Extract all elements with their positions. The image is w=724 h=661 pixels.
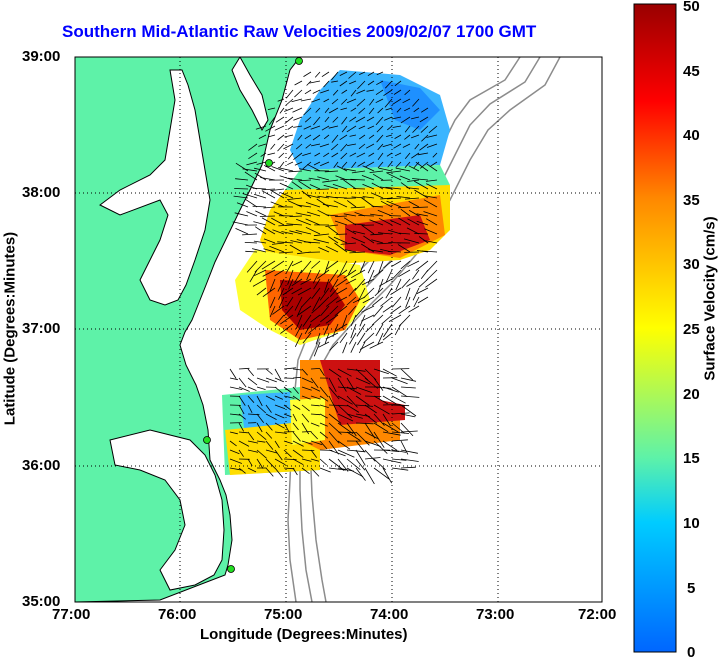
y-tick-label: 36:00	[22, 457, 60, 474]
radar-site	[266, 160, 273, 167]
x-tick-label: 75:00	[264, 606, 302, 623]
colorbar-tick: 35	[683, 192, 700, 209]
x-tick-label: 76:00	[158, 606, 196, 623]
velocity-arrow	[388, 252, 401, 253]
velocity-arrow	[302, 432, 312, 433]
x-tick-label: 74:00	[370, 606, 408, 623]
colorbar-tick: 50	[683, 0, 700, 15]
y-tick-label: 39:00	[22, 48, 60, 65]
colorbar-tick: 5	[687, 580, 695, 597]
radar-site	[204, 437, 211, 444]
radar-site	[296, 58, 303, 65]
colorbar-label: Surface Velocity (cm/s)	[702, 189, 719, 409]
velocity-arrow	[260, 216, 275, 217]
y-tick-label: 38:00	[22, 184, 60, 201]
colorbar-tick: 15	[683, 450, 700, 467]
velocity-arrow	[353, 189, 365, 190]
colorbar	[634, 4, 676, 652]
y-tick-label: 35:00	[22, 593, 60, 610]
map-title: Southern Mid-Atlantic Raw Velocities 200…	[62, 22, 632, 42]
velocity-arrow	[234, 189, 248, 190]
colorbar-tick: 0	[687, 644, 695, 661]
colorbar-tick: 10	[683, 515, 700, 532]
x-axis-label: Longitude (Degrees:Minutes)	[200, 626, 408, 643]
x-tick-label: 72:00	[578, 606, 616, 623]
y-tick-label: 37:00	[22, 320, 60, 337]
velocity-arrow	[316, 189, 329, 190]
x-tick-label: 73:00	[476, 606, 514, 623]
y-axis-label: Latitude (Degrees:Minutes)	[2, 229, 19, 429]
velocity-arrow	[336, 234, 347, 235]
radar-site	[228, 566, 235, 573]
colorbar-tick: 30	[683, 256, 700, 273]
colorbar-tick: 25	[683, 321, 700, 338]
colorbar-tick: 40	[683, 127, 700, 144]
colorbar-tick: 45	[683, 63, 700, 80]
colorbar-tick: 20	[683, 386, 700, 403]
